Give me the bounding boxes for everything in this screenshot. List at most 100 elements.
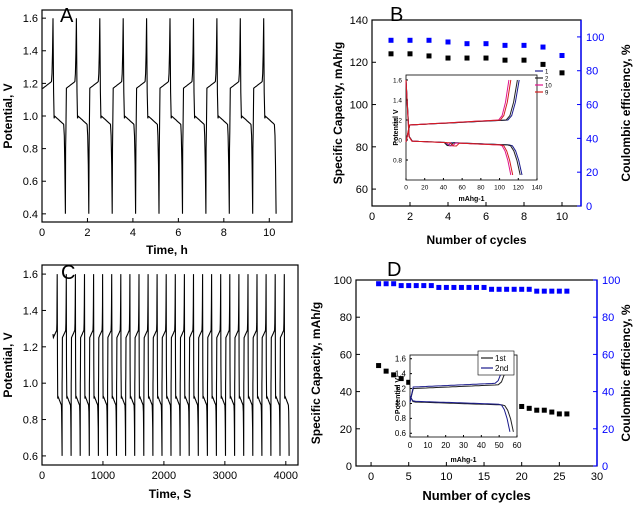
panel-a-xtick-label: 8: [221, 227, 227, 239]
panel-b-inset-xtick-label: 120: [513, 185, 524, 192]
panel-d-efficiency-point: [398, 283, 404, 289]
panel-c-ytick-label: 1.2: [23, 342, 38, 354]
panel-c-ytick-label: 1.0: [23, 378, 38, 390]
panel-d-efficiency-point: [406, 283, 412, 289]
panel-a-xtick-label: 2: [84, 227, 90, 239]
panel-d-inset-xtick-label: 20: [441, 441, 450, 450]
panel-b-inset-ylabel: Potential V: [393, 109, 400, 146]
panel-a-xtick-label: 0: [39, 227, 45, 239]
panel-c-ytick-label: 1.6: [23, 269, 38, 281]
panel-d-capacity-point: [556, 411, 562, 417]
panel-d-inset-xtick-label: 0: [408, 441, 413, 450]
panel-d-inset-ytick-label: 1.0: [395, 399, 407, 408]
panel-d-ylabel: Specific Capacity, mAh/g: [309, 302, 323, 444]
panel-a-ytick-label: 1.4: [23, 46, 38, 58]
panel-b-right-ytick-label: 40: [586, 133, 598, 145]
panel-a-label: A: [60, 5, 74, 27]
panel-b-inset-xtick-label: 20: [421, 185, 429, 192]
panel-d-xlabel: Number of cycles: [422, 488, 530, 503]
panel-d-capacity-point: [541, 407, 547, 413]
panel-d-right-ytick-label: 100: [602, 275, 620, 287]
panel-d-inset-curve: [409, 358, 505, 403]
panel-d-efficiency-point: [534, 288, 540, 294]
panel-a-frame: [41, 9, 293, 223]
panel-b-inset-xtick-label: 100: [494, 185, 505, 192]
panel-b-inset-xlabel: mAhg-1: [458, 196, 484, 203]
panel-b-capacity-point: [464, 55, 470, 61]
panel-c-xtick-label: 2000: [152, 470, 176, 482]
panel-d-ytick-label: 60: [340, 349, 352, 361]
panel-b-efficiency-point: [464, 41, 470, 47]
panel-b-efficiency-point: [407, 37, 413, 43]
panel-b-capacity-point: [559, 70, 565, 76]
panel-b-xtick-label: 4: [445, 211, 451, 223]
panel-d-right-ytick-label: 60: [602, 349, 614, 361]
panel-d-xtick-label: 25: [553, 471, 565, 483]
panel-b-xtick-label: 0: [369, 211, 375, 223]
panel-b-capacity-point: [445, 55, 451, 61]
panel-b-inset-ytick-label: 1.4: [393, 97, 402, 104]
panel-b-right-ytick-label: 80: [586, 66, 598, 78]
panel-b-capacity-point: [426, 53, 432, 59]
panel-b-inset-ytick-label: 1.2: [393, 117, 402, 124]
panel-b-ytick-label: 80: [356, 142, 368, 154]
panel-d-efficiency-point: [466, 284, 472, 290]
panel-b-ytick-label: 140: [350, 15, 368, 27]
panel-d-ytick-label: 100: [334, 275, 352, 287]
panel-d-capacity-point: [564, 411, 570, 417]
panel-b-inset-xtick-label: 80: [477, 185, 485, 192]
panel-a: 0 2 4 6 8 10 0.4 0.6 0.8 1.0 1.2 1.4 1.6 Time, h Poten…: [1, 5, 293, 257]
panel-d-capacity-point: [519, 403, 525, 409]
panel-b-xtick-label: 8: [521, 211, 527, 223]
panel-c-xtick-label: 3000: [213, 470, 237, 482]
panel-b-right-ytick-label: 100: [586, 32, 604, 44]
panel-b-right-ytick-label: 20: [586, 167, 598, 179]
panel-d-inset-ylabel: Potential V: [395, 378, 402, 415]
panel-d-capacity-point: [406, 379, 412, 385]
panel-b-xlabel: Number of cycles: [426, 233, 526, 247]
panel-b-inset-legend-label: 2: [545, 77, 549, 83]
panel-d-efficiency-point: [496, 286, 502, 292]
panel-d-xtick-label: 10: [440, 471, 452, 483]
panel-b-efficiency-point: [483, 41, 489, 47]
panel-d-efficiency-point: [443, 284, 449, 290]
panel-d-efficiency-point: [474, 284, 479, 290]
panel-c-ylabel: Potential, V: [1, 332, 15, 397]
panel-b-label: B: [390, 4, 403, 26]
panel-b-ytick-label: 60: [356, 184, 368, 196]
panel-b-inset-xtick-label: 140: [532, 185, 543, 192]
panel-d-xtick-label: 30: [591, 471, 603, 483]
panel-d-y2label: Coulombic efficiency, %: [619, 304, 633, 441]
panel-d-efficiency-point: [436, 284, 442, 290]
panel-a-ytick-label: 1.6: [23, 13, 38, 25]
panel-d-inset-xlabel: mAhg-1: [450, 457, 476, 464]
panel-a-xtick-label: 4: [130, 227, 136, 239]
panel-c-xtick-label: 0: [39, 470, 45, 482]
panel-b-efficiency-point: [521, 42, 527, 48]
panel-b-efficiency-point: [388, 37, 394, 43]
panel-a-ytick-label: 1.2: [23, 78, 38, 90]
panel-a-series-line: [42, 18, 277, 214]
panel-b-inset-legend-label: 1: [545, 70, 549, 76]
panel-d-inset-legend-box: [477, 350, 515, 376]
panel-b-inset-ytick-label: 1.0: [393, 137, 402, 144]
panel-d-inset-ytick-label: 0.8: [395, 414, 407, 423]
panel-b-ytick-label: 120: [350, 57, 368, 69]
panel-d-xtick-label: 5: [406, 471, 412, 483]
panel-c-label: C: [61, 262, 75, 284]
panel-b-inset-xtick-label: 0: [404, 185, 408, 192]
panel-d-capacity-point: [376, 363, 382, 369]
panel-d-xtick-label: 0: [368, 471, 374, 483]
panel-c-series-line: [52, 274, 290, 456]
panel-d-capacity-point: [398, 376, 404, 382]
panel-d-inset-curve: [409, 395, 514, 432]
panel-d-efficiency-point: [451, 284, 457, 290]
panel-b-ytick-label: 100: [350, 100, 368, 112]
panel-d-efficiency-point: [511, 286, 517, 292]
panel-d-right-ytick-label: 0: [602, 461, 608, 473]
panel-d: 0 5 10 15 20 25 30020406080100020406080100Numb…: [309, 259, 633, 503]
panel-d-efficiency-point: [541, 288, 547, 294]
panel-d-efficiency-point: [504, 286, 510, 292]
panel-d-inset-ytick-label: 1.6: [395, 355, 407, 364]
